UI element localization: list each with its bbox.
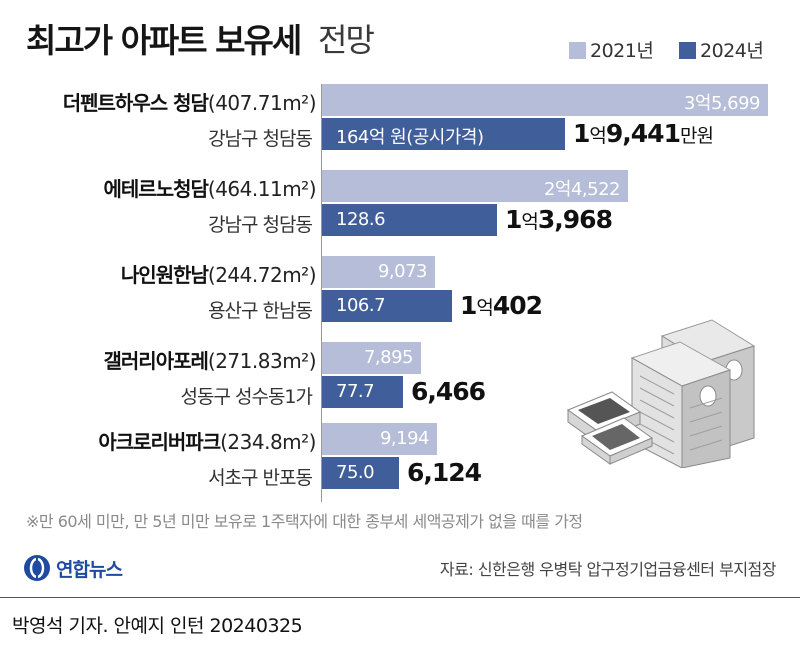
bar-2021: [322, 84, 768, 116]
property-area: (244.72m²): [207, 263, 317, 287]
legend-label-2021: 2021년: [590, 40, 654, 62]
value-out-unit1: 억: [476, 297, 494, 319]
value-out-num: 402: [492, 291, 543, 320]
chart-title-suffix: 전망: [318, 21, 375, 59]
value-out-prefix: 1: [460, 291, 477, 320]
category-axis-line: [321, 84, 322, 502]
value-out-prefix: 1: [505, 205, 522, 234]
legend-label-2024: 2024년: [700, 40, 764, 62]
yonhap-logo-icon: [24, 555, 50, 581]
value-out-num: 6,466: [411, 377, 486, 406]
property-area: (407.71m²): [207, 91, 317, 115]
property-name: 아크로리버파크(234.8m²): [98, 426, 316, 455]
property-location: 강남구 청담동: [208, 128, 313, 150]
bar-2024-value-label: 6,124: [407, 458, 482, 487]
value-out-unit2: 만원: [679, 125, 714, 147]
bar-2021: [322, 423, 437, 455]
property-name-text: 아크로리버파크: [98, 430, 221, 454]
bar-2024-value-label: 1억3,968: [505, 205, 613, 234]
property-location: 용산구 한남동: [208, 300, 313, 322]
bar-2024: [322, 118, 565, 150]
bar-2024-public-price-label: 77.7: [336, 381, 375, 402]
value-out-unit1: 억: [521, 211, 539, 233]
bar-2021-label: 9,073: [377, 261, 428, 282]
legend-swatch-2021: [569, 42, 586, 59]
bar-2024: [322, 376, 403, 408]
apartment-building-icon: [566, 319, 756, 468]
bar-2024-public-price-label: 75.0: [336, 462, 375, 483]
chart-title: 최고가 아파트 보유세: [26, 21, 302, 60]
property-name-text: 에테르노청담: [103, 177, 209, 201]
bar-2021: [322, 170, 628, 202]
value-out-num: 9,441: [605, 119, 681, 148]
source-note: 자료: 신한은행 우병탁 압구정기업금융센터 부지점장: [439, 560, 777, 579]
bar-2024: [322, 204, 497, 236]
property-area: (464.11m²): [207, 177, 317, 201]
bar-2024: [322, 457, 399, 489]
bar-2021-label: 9,194: [379, 428, 430, 449]
bar-2024-public-price-label: 128.6: [336, 209, 386, 230]
bar-2021: [322, 256, 435, 288]
property-name-text: 갤러리아포레: [103, 349, 209, 373]
value-out-num: 3,968: [537, 205, 613, 234]
value-out-prefix: 1: [573, 119, 590, 148]
bar-2024-value-label: 1억402: [460, 291, 543, 320]
value-out-unit1: 억: [589, 125, 607, 147]
property-location: 서초구 반포동: [208, 467, 313, 489]
bar-2024: [322, 290, 452, 322]
property-location: 강남구 청담동: [208, 214, 313, 236]
bar-2024-public-price-label: 106.7: [336, 295, 386, 316]
property-name: 더펜트하우스 청담(407.71m²): [62, 87, 317, 116]
bar-2021-label: 7,895: [363, 347, 414, 368]
property-name: 에테르노청담(464.11m²): [104, 173, 317, 202]
bar-2021: [322, 342, 421, 374]
property-location: 성동구 성수동1가: [180, 386, 313, 408]
property-name-text: 나인원한남: [120, 263, 209, 287]
bar-2024-value-label: 1억9,441만원: [573, 119, 714, 148]
bar-2024-public-price-label: 164억 원(공시가격): [336, 127, 484, 148]
bar-2021-label: 3억5,699: [683, 93, 761, 114]
property-area: (271.83m²): [207, 349, 317, 373]
bar-2021-label: 2억4,522: [543, 179, 621, 200]
credit-line: 박영석 기자. 안예지 인턴 20240325: [12, 615, 303, 637]
footnote: ※만 60세 미만, 만 5년 미만 보유로 1주택자에 대한 종부세 세액공제…: [26, 512, 583, 531]
yonhap-logo-text: 연합뉴스: [56, 559, 123, 581]
property-area: (234.8m²): [220, 430, 316, 454]
property-name-text: 더펜트하우스 청담: [62, 91, 209, 115]
property-name: 나인원한남(244.72m²): [120, 259, 317, 288]
property-name: 갤러리아포레(271.83m²): [104, 345, 317, 374]
legend-swatch-2024: [679, 42, 696, 59]
value-out-num: 6,124: [407, 458, 482, 487]
bar-2024-value-label: 6,466: [411, 377, 486, 406]
footer-divider: [0, 597, 800, 598]
